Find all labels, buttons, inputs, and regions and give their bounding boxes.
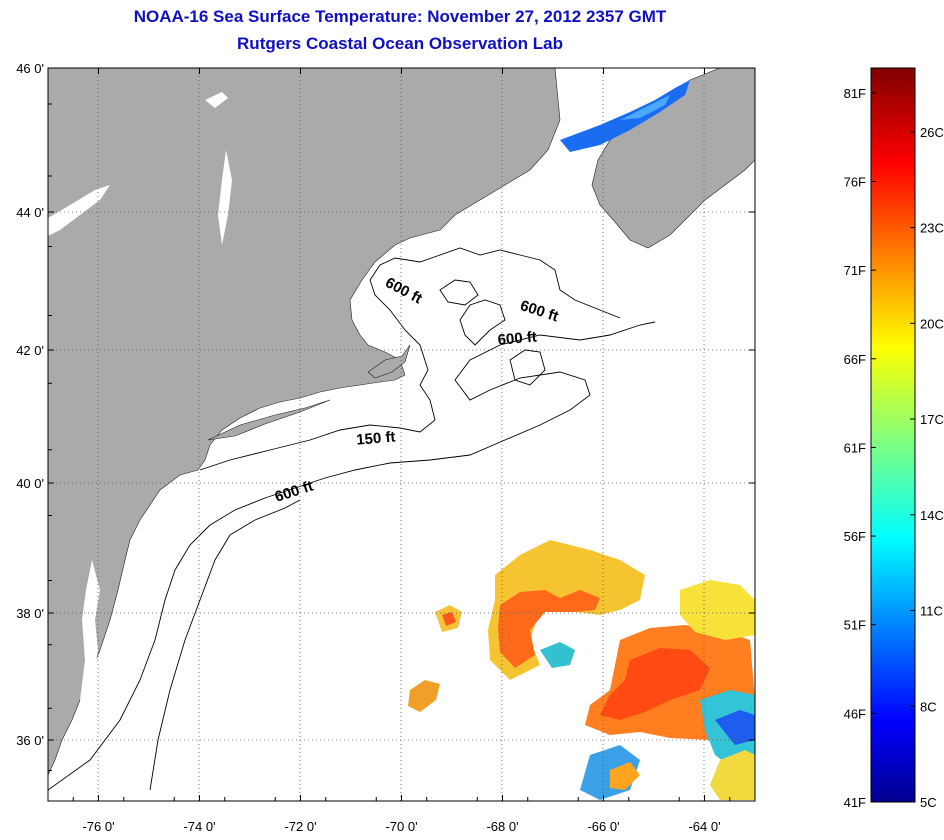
lat-tick-label: 38 0' (16, 606, 44, 621)
bathymetry-contours (48, 247, 656, 791)
colorbar (870, 67, 916, 803)
lon-tick-label: -64 0' (688, 819, 720, 834)
lon-tick-label: -76 0' (82, 819, 114, 834)
land-cape-cod (367, 344, 411, 379)
latitude-axis: 46 0' 44 0' 42 0' 40 0' 38 0' 36 0' (16, 61, 755, 771)
chesapeake-bay (80, 560, 100, 720)
colorbar-c-label: 20C (920, 316, 944, 331)
colorbar-f-label: 46F (844, 706, 866, 721)
colorbar-f-label: 51F (844, 618, 866, 633)
lon-tick-label: -66 0' (587, 819, 619, 834)
contour-label: 150 ft (356, 428, 397, 448)
land-north-america (48, 68, 561, 776)
map-subtitle: Rutgers Coastal Ocean Observation Lab (237, 34, 563, 53)
colorbar-f-label: 66F (844, 352, 866, 367)
lat-tick-label: 36 0' (16, 733, 44, 748)
lat-tick-label: 42 0' (16, 343, 44, 358)
colorbar-c-label: 26C (920, 125, 944, 140)
colorbar-f-label: 81F (844, 86, 866, 101)
sst-bay-of-fundy (560, 80, 690, 152)
colorbar-f-label: 71F (844, 263, 866, 278)
lake-champlain (218, 150, 232, 245)
colorbar-fahrenheit-labels: 81F 76F 71F 66F 61F 56F 51F 46F 41F (844, 86, 876, 810)
colorbar-c-label: 17C (920, 412, 944, 427)
lake-small (205, 92, 228, 108)
lon-tick-label: -72 0' (284, 819, 316, 834)
colorbar-c-label: 8C (920, 699, 937, 714)
lat-tick-label: 46 0' (16, 61, 44, 76)
lat-tick-label: 40 0' (16, 476, 44, 491)
colorbar-f-label: 56F (844, 529, 866, 544)
colorbar-f-label: 41F (844, 795, 866, 810)
colorbar-f-label: 61F (844, 440, 866, 455)
lon-tick-label: -68 0' (486, 819, 518, 834)
colorbar-celsius-labels: 26C 23C 20C 17C 14C 11C 8C 5C (910, 125, 944, 810)
colorbar-c-label: 5C (920, 795, 937, 810)
land-long-island (207, 399, 331, 441)
sst-patches (408, 540, 755, 800)
lon-tick-label: -74 0' (183, 819, 215, 834)
delaware-bay (136, 528, 150, 560)
colorbar-c-label: 11C (920, 604, 943, 619)
lake-ontario (48, 185, 110, 236)
lat-tick-label: 44 0' (16, 205, 44, 220)
lon-tick-label: -70 0' (385, 819, 417, 834)
colorbar-c-label: 23C (920, 221, 944, 236)
sst-bay-of-fundy-edge (620, 95, 670, 120)
contour-label: 600 ft (497, 328, 538, 348)
colorbar-f-label: 76F (844, 174, 866, 189)
map-title: NOAA-16 Sea Surface Temperature: Novembe… (133, 7, 667, 26)
longitude-axis: -76 0' -74 0' -72 0' -70 0' -68 0' -66 0' -64 … (72, 68, 731, 834)
colorbar-c-label: 14C (920, 508, 944, 523)
